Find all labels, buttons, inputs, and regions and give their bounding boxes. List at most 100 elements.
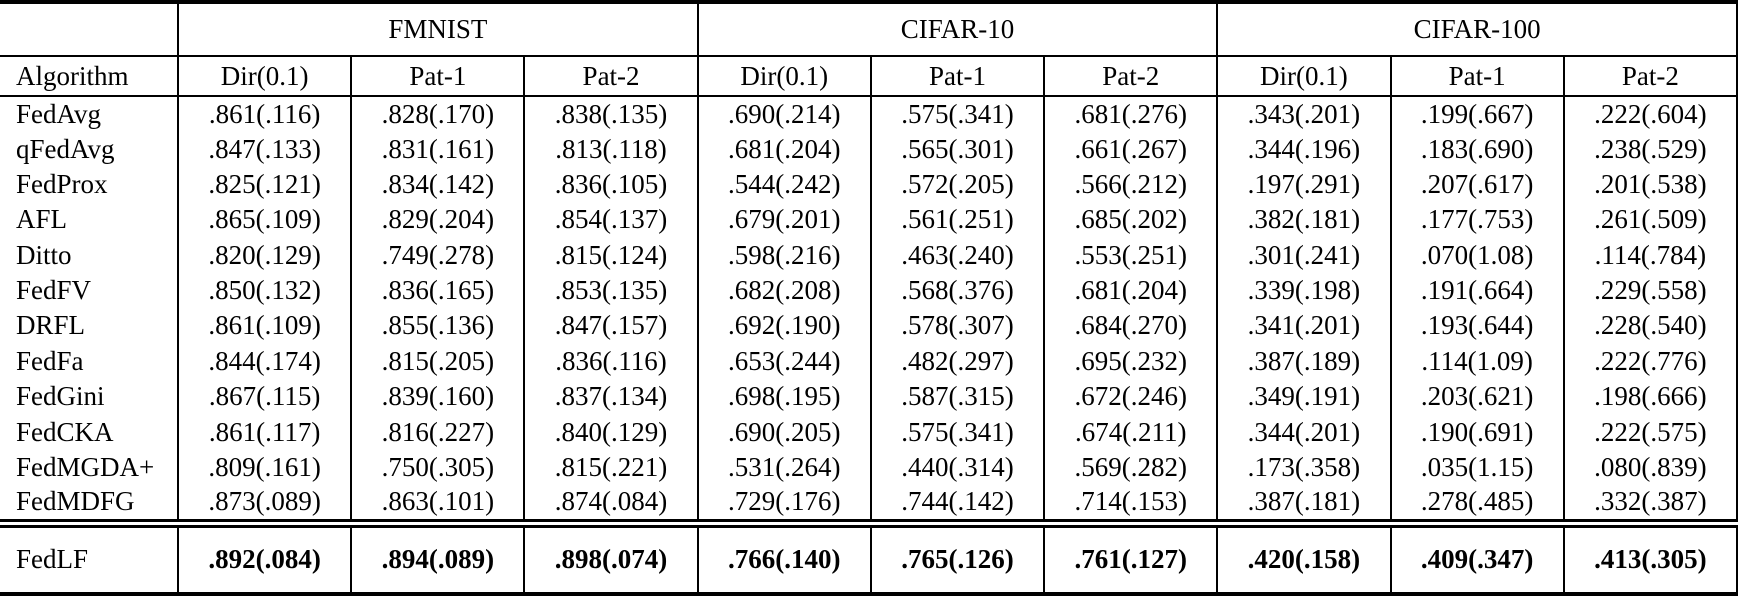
result-cell: .238(.529)	[1562, 131, 1737, 167]
result-cell: .854(.137)	[523, 202, 698, 238]
result-cell: .729(.176)	[696, 485, 871, 524]
result-cell: .874(.084)	[523, 485, 698, 524]
table-row: AFL .865(.109) .829(.204) .854(.137) .679(.2…	[0, 202, 1737, 238]
result-cell: .690(.205)	[696, 414, 871, 450]
result-cell: .598(.216)	[696, 237, 871, 273]
result-cell: .766(.140)	[696, 518, 871, 594]
algorithm-name: FedMDFG	[16, 486, 135, 517]
algorithm-name: FedFa	[16, 345, 84, 376]
subcol-header-cifar10-pat2: Pat-2	[1043, 56, 1218, 97]
table-row: FedCKA .861(.117) .816(.227) .840(.129) .690…	[0, 414, 1737, 450]
result-cell: .341(.201)	[1216, 308, 1391, 344]
dataset-group-cifar10: CIFAR-10	[696, 2, 1218, 57]
result-cell: .855(.136)	[350, 308, 525, 344]
result-cell: .222(.776)	[1562, 343, 1737, 379]
result-cell: .229(.558)	[1562, 272, 1737, 309]
result-cell: .749(.278)	[350, 237, 525, 273]
result-cell: .114(1.09)	[1389, 343, 1564, 379]
result-cell: .566(.212)	[1043, 166, 1218, 203]
result-cell: .681(.204)	[696, 131, 871, 167]
result-cell: .829(.204)	[350, 202, 525, 238]
result-cell: .198(.666)	[1562, 379, 1737, 415]
result-cell: .587(.315)	[869, 379, 1045, 415]
result-cell: .836(.165)	[350, 272, 525, 309]
result-cell: .815(.221)	[523, 449, 698, 486]
table-row: DRFL .861(.109) .855(.136) .847(.157) .692(.…	[0, 308, 1737, 344]
algorithm-name: DRFL	[16, 310, 86, 341]
subcol-header-fmnist-pat2: Pat-2	[523, 56, 698, 97]
table-row: qFedAvg .847(.133) .831(.161) .813(.118) .68…	[0, 131, 1737, 167]
result-cell: .674(.211)	[1043, 414, 1218, 450]
result-cell: .344(.196)	[1216, 131, 1391, 167]
result-cell: .744(.142)	[869, 485, 1045, 524]
result-cell: .834(.142)	[350, 166, 525, 203]
result-cell: .482(.297)	[869, 343, 1045, 379]
result-cell: .420(.158)	[1216, 518, 1391, 594]
result-cell: .183(.690)	[1389, 131, 1564, 167]
result-cell: .409(.347)	[1389, 518, 1564, 594]
result-cell: .839(.160)	[350, 379, 525, 415]
algorithm-column-header: Algorithm	[0, 56, 178, 97]
algorithm-name: AFL	[16, 204, 68, 235]
dataset-group-fmnist: FMNIST	[177, 2, 698, 57]
result-cell: .765(.126)	[869, 518, 1045, 594]
algorithm-name: FedAvg	[16, 98, 101, 129]
subcol-header-cifar10-pat1: Pat-1	[869, 56, 1045, 97]
result-cell: .193(.644)	[1389, 308, 1564, 344]
result-cell: .815(.205)	[350, 343, 525, 379]
result-cell: .278(.485)	[1389, 485, 1564, 524]
dataset-group-cifar100: CIFAR-100	[1216, 2, 1737, 57]
result-cell: .387(.181)	[1216, 485, 1391, 524]
result-cell: .199(.667)	[1389, 96, 1564, 132]
result-cell: .261(.509)	[1562, 202, 1737, 238]
result-cell: .463(.240)	[869, 237, 1045, 273]
table-row: FedMGDA+ .809(.161) .750(.305) .815(.221) .5…	[0, 449, 1737, 486]
result-cell: .815(.124)	[523, 237, 698, 273]
table-row: FedMDFG .873(.089) .863(.101) .874(.084) .72…	[0, 485, 1737, 524]
result-cell: .681(.276)	[1043, 96, 1218, 132]
result-cell: .575(.341)	[869, 96, 1045, 132]
algorithm-name: FedCKA	[16, 416, 114, 447]
result-cell: .080(.839)	[1562, 449, 1737, 486]
result-cell: .690(.214)	[696, 96, 871, 132]
result-cell: .177(.753)	[1389, 202, 1564, 238]
result-cell: .750(.305)	[350, 449, 525, 486]
result-cell: .865(.109)	[176, 202, 352, 238]
result-cell: .349(.191)	[1216, 379, 1391, 415]
result-cell: .873(.089)	[176, 485, 352, 524]
result-cell: .197(.291)	[1216, 166, 1391, 203]
result-cell: .672(.246)	[1043, 379, 1218, 415]
result-cell: .695(.232)	[1043, 343, 1218, 379]
subcol-header-cifar100-pat2: Pat-2	[1562, 56, 1737, 97]
result-cell: .847(.157)	[523, 308, 698, 344]
result-cell: .569(.282)	[1043, 449, 1218, 486]
result-cell: .813(.118)	[523, 131, 698, 167]
result-cell: .847(.133)	[176, 131, 352, 167]
table-row: FedProx .825(.121) .834(.142) .836(.105) .54…	[0, 166, 1737, 203]
result-cell: .222(.575)	[1562, 414, 1737, 450]
result-cell: .809(.161)	[176, 449, 352, 486]
result-cell: .816(.227)	[350, 414, 525, 450]
result-cell: .861(.117)	[176, 414, 352, 450]
result-cell: .682(.208)	[696, 272, 871, 309]
algorithm-name: FedGini	[16, 381, 105, 412]
table-body: FedAvg .861(.116) .828(.170) .838(.135) .690…	[0, 96, 1737, 524]
result-cell: .692(.190)	[696, 308, 871, 344]
subcol-header-cifar100-pat1: Pat-1	[1389, 56, 1564, 97]
subcol-header-fmnist-dir: Dir(0.1)	[176, 56, 352, 97]
result-cell: .565(.301)	[869, 131, 1045, 167]
algorithm-name: FedMGDA+	[16, 451, 155, 482]
result-cell: .685(.202)	[1043, 202, 1218, 238]
result-cell: .863(.101)	[350, 485, 525, 524]
result-cell: .661(.267)	[1043, 131, 1218, 167]
result-cell: .838(.135)	[523, 96, 698, 132]
result-cell: .440(.314)	[869, 449, 1045, 486]
table-row: FedGini .867(.115) .839(.160) .837(.134) .69…	[0, 379, 1737, 415]
result-cell: .867(.115)	[176, 379, 352, 415]
result-cell: .544(.242)	[696, 166, 871, 203]
result-cell: .836(.105)	[523, 166, 698, 203]
result-cell: .861(.109)	[176, 308, 352, 344]
subcol-header-fmnist-pat1: Pat-1	[350, 56, 525, 97]
table-row: Ditto .820(.129) .749(.278) .815(.124) .598(…	[0, 237, 1737, 273]
